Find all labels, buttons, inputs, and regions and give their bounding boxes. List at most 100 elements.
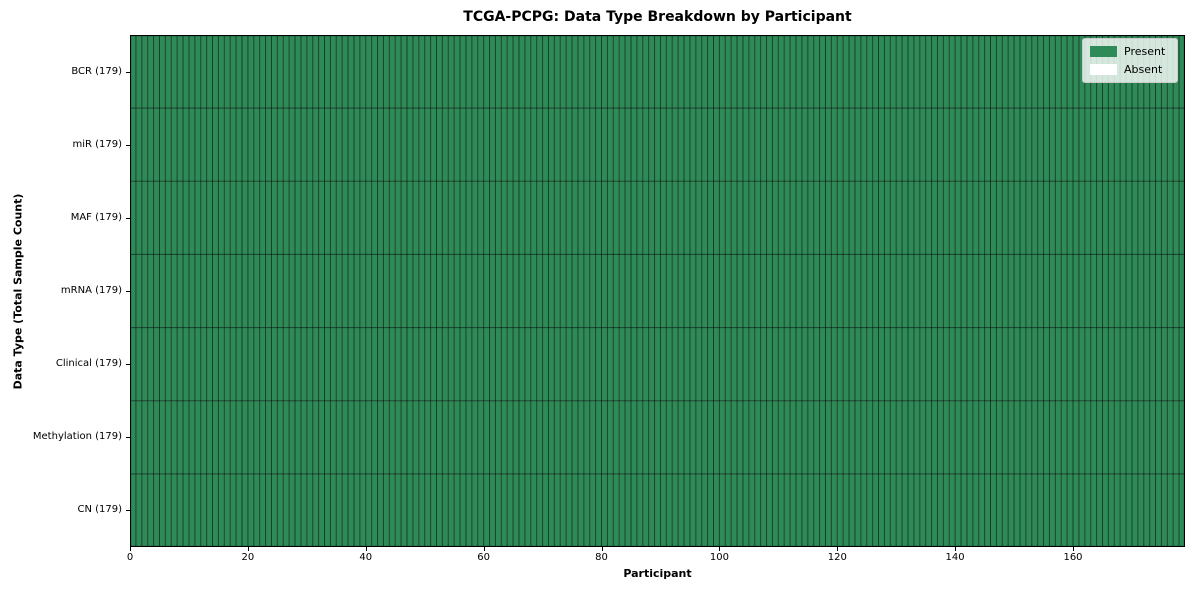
grid-cell [295, 254, 301, 328]
grid-cell [760, 473, 767, 547]
grid-cell [884, 108, 891, 182]
grid-cell [324, 327, 331, 401]
grid-cell [737, 327, 743, 401]
grid-cell [754, 108, 761, 182]
grid-cell [719, 35, 726, 109]
grid-cell [566, 254, 573, 328]
grid-cell [412, 400, 419, 474]
grid-cell [1037, 473, 1044, 547]
grid-cell [1161, 181, 1168, 255]
grid-cell [424, 254, 431, 328]
grid-cell [295, 473, 301, 547]
grid-cell [689, 254, 696, 328]
grid-cell [206, 400, 213, 474]
grid-cell [253, 181, 260, 255]
grid-cell [483, 108, 490, 182]
grid-cell [801, 35, 808, 109]
grid-cell [483, 473, 490, 547]
grid-cell [1102, 327, 1109, 401]
grid-cell [1161, 400, 1168, 474]
grid-cell [854, 327, 861, 401]
grid-cell [283, 400, 290, 474]
grid-cell [448, 254, 455, 328]
grid-cell [483, 327, 490, 401]
grid-cell [359, 327, 366, 401]
grid-cell [577, 108, 584, 182]
grid-cell [407, 181, 413, 255]
grid-cell [247, 473, 254, 547]
grid-cell [336, 181, 343, 255]
grid-cell [430, 400, 437, 474]
grid-cell [1067, 400, 1074, 474]
grid-cell [1126, 254, 1132, 328]
grid-cell [695, 35, 702, 109]
grid-cell [648, 473, 655, 547]
grid-cell [412, 327, 419, 401]
grid-cell [1019, 400, 1026, 474]
grid-cell [642, 473, 649, 547]
grid-cell [866, 181, 873, 255]
grid-cell [1049, 400, 1056, 474]
grid-cell [872, 327, 879, 401]
grid-cell [1161, 473, 1168, 547]
grid-cell [407, 327, 413, 401]
grid-cell [731, 400, 738, 474]
grid-cell [731, 473, 738, 547]
grid-cell [241, 473, 248, 547]
grid-cell [636, 473, 643, 547]
grid-cell [554, 35, 561, 109]
grid-cell [955, 254, 962, 328]
grid-cell [230, 108, 237, 182]
grid-cell [1002, 327, 1009, 401]
grid-cell [330, 254, 337, 328]
grid-cell [642, 327, 649, 401]
grid-cell [271, 400, 278, 474]
grid-cell [919, 254, 926, 328]
grid-cell [188, 254, 195, 328]
grid-cell [247, 400, 254, 474]
grid-cell [949, 181, 956, 255]
grid-cell [501, 327, 508, 401]
grid-cell [495, 108, 502, 182]
grid-cell [371, 181, 378, 255]
grid-cell [306, 254, 313, 328]
grid-cell [648, 400, 655, 474]
grid-cell [666, 108, 673, 182]
grid-cell [212, 108, 219, 182]
grid-cell [300, 400, 307, 474]
grid-cell [1096, 400, 1103, 474]
grid-cell [1114, 400, 1121, 474]
grid-cell [754, 327, 761, 401]
grid-cell [1019, 35, 1026, 109]
grid-cell [236, 254, 242, 328]
grid-cell [719, 473, 726, 547]
grid-cell [183, 400, 189, 474]
grid-cell [206, 181, 213, 255]
x-tick-mark [365, 547, 367, 551]
grid-cell [141, 181, 148, 255]
grid-cell [383, 35, 390, 109]
grid-cell [477, 473, 484, 547]
grid-cell [336, 108, 343, 182]
grid-cell [731, 35, 738, 109]
grid-cell [412, 181, 419, 255]
grid-cell [448, 473, 455, 547]
grid-cell [837, 473, 844, 547]
grid-cell [200, 473, 207, 547]
grid-cell [619, 400, 626, 474]
grid-cell [401, 400, 408, 474]
grid-cell [247, 327, 254, 401]
grid-cell [996, 108, 1003, 182]
grid-cell [442, 254, 449, 328]
grid-cell [854, 108, 861, 182]
grid-cell [1167, 327, 1174, 401]
grid-cell [188, 35, 195, 109]
grid-cell [625, 327, 631, 401]
grid-cell [630, 327, 637, 401]
grid-cell [577, 35, 584, 109]
grid-cell [312, 181, 319, 255]
grid-cell [542, 108, 549, 182]
grid-cell [731, 327, 738, 401]
grid-cell [754, 181, 761, 255]
grid-cell [1002, 181, 1009, 255]
